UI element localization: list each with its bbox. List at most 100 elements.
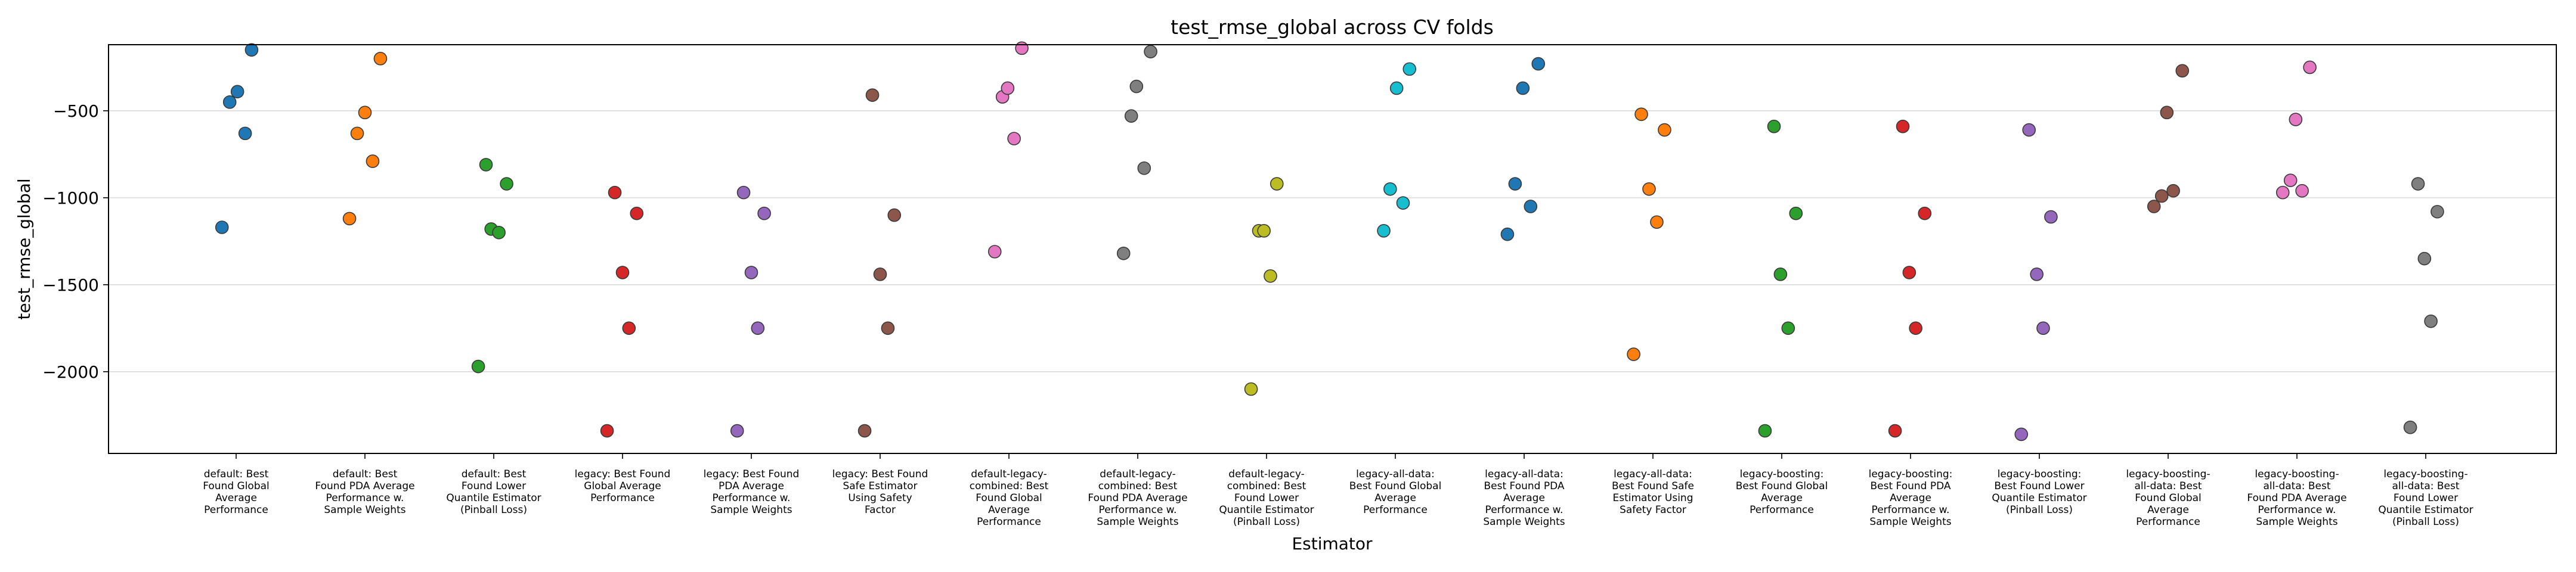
x-tick-label: legacy-all-data: Best Found Global Average… <box>1349 468 1442 516</box>
data-point <box>2417 251 2432 266</box>
data-point <box>2289 113 2303 126</box>
data-point <box>1015 41 1029 55</box>
x-tick-label: legacy: Best Found Global Average Performa… <box>575 468 671 504</box>
data-point <box>500 177 513 191</box>
x-tick-label: legacy-boosting-all-data: Best Found PDA … <box>2247 468 2346 528</box>
data-point <box>1767 119 1781 133</box>
data-point <box>2154 189 2169 203</box>
x-tick-label: legacy-boosting-all-data: Best Found Glob… <box>2126 468 2210 528</box>
data-point <box>366 154 380 168</box>
data-point <box>1516 81 1530 95</box>
x-tick-label: legacy-boosting: Best Found Global Average… <box>1736 468 1828 516</box>
x-tick-label: default-legacy-combined: Best Found Globa… <box>970 468 1049 528</box>
data-point <box>479 158 493 172</box>
data-point <box>1634 107 1648 122</box>
x-tick-label: legacy-boosting: Best Found Lower Quantile… <box>1992 468 2086 516</box>
data-point <box>730 424 744 438</box>
data-point <box>881 321 895 335</box>
data-point <box>1129 79 1144 94</box>
data-point <box>865 88 880 102</box>
x-tick-label: default: Best Found Lower Quantile Estimat… <box>446 468 541 516</box>
data-point <box>342 212 357 226</box>
data-point <box>358 105 372 120</box>
chart-title: test_rmse_global across CV folds <box>1171 15 1494 39</box>
data-point <box>1116 246 1131 260</box>
data-point <box>1773 268 1788 281</box>
y-tick-label: −500 <box>53 101 99 121</box>
data-point <box>230 85 244 99</box>
data-point <box>2295 184 2309 198</box>
data-point <box>622 321 636 335</box>
data-point <box>857 424 872 438</box>
x-tick-label: default-legacy-combined: Best Found PDA A… <box>1088 468 1187 528</box>
data-point <box>615 266 630 279</box>
data-point <box>1658 123 1671 137</box>
data-point <box>1758 424 1772 438</box>
data-point <box>350 126 364 141</box>
grid-lines <box>109 110 2556 372</box>
data-point <box>2403 420 2417 434</box>
data-point <box>2166 184 2180 198</box>
data-point <box>1524 200 1538 213</box>
data-point <box>2147 200 2161 213</box>
data-point <box>2424 314 2438 328</box>
y-axis: −2000 −1500 −1000 −500 <box>42 101 109 382</box>
data-point <box>1001 81 1015 95</box>
data-point <box>1896 119 1910 133</box>
data-point <box>1007 132 1021 145</box>
data-point <box>244 43 259 57</box>
x-axis-label: Estimator <box>1292 534 1373 554</box>
data-point <box>1144 45 1157 58</box>
y-tick-label: −2000 <box>42 362 99 382</box>
data-point <box>1244 382 1258 396</box>
x-tick-label: legacy-all-data: Best Found Safe Estimator… <box>1612 468 1694 516</box>
x-tick-label: legacy-boosting: Best Found PDA Average Per… <box>1869 468 1953 528</box>
data-point <box>1781 321 1795 335</box>
data-point <box>2014 427 2029 442</box>
data-point <box>1383 182 1397 196</box>
x-tick-label: default: Best Found Global Average Performa… <box>203 468 270 516</box>
y-axis-label: test_rmse_global <box>14 178 34 319</box>
x-tick-label: legacy: Best Found PDA Average Performance… <box>704 468 800 516</box>
data-point <box>222 95 237 109</box>
data-point <box>1508 177 1522 191</box>
data-point <box>600 424 614 438</box>
data-point <box>373 52 388 66</box>
data-point <box>1650 215 1664 229</box>
data-point <box>2283 173 2298 187</box>
data-point <box>1124 109 1138 123</box>
data-points <box>215 41 2444 442</box>
x-tick-label: legacy-boosting-all-data: Best Found Lowe… <box>2378 468 2473 528</box>
data-point <box>2160 105 2174 120</box>
data-point <box>1888 424 1902 438</box>
data-point <box>492 225 506 240</box>
y-tick-label: −1000 <box>42 188 99 208</box>
data-point <box>2030 268 2044 281</box>
data-point <box>1396 196 1410 210</box>
data-point <box>736 185 751 200</box>
data-point <box>1789 206 1803 220</box>
data-point <box>1377 224 1391 238</box>
data-point <box>751 321 765 335</box>
x-tick-label: default-legacy-combined: Best Found Lower… <box>1219 468 1314 528</box>
x-tick-label: legacy-all-data: Best Found PDA Average Per… <box>1483 468 1565 528</box>
data-point <box>1627 347 1640 361</box>
data-point <box>1918 206 1932 220</box>
data-point <box>2431 204 2444 219</box>
data-point <box>1909 321 1922 335</box>
data-point <box>630 206 644 220</box>
data-point <box>1902 266 1916 279</box>
data-point <box>2044 210 2058 224</box>
data-point <box>757 206 771 220</box>
y-tick-label: −1500 <box>42 275 99 295</box>
data-point <box>1531 57 1546 71</box>
data-point <box>744 266 758 279</box>
data-point <box>608 185 622 200</box>
data-point <box>1257 224 1271 238</box>
plot-frame <box>108 44 2557 454</box>
data-point <box>471 359 485 374</box>
data-point <box>2175 64 2190 78</box>
x-axis: default: Best Found Global Average Performa… <box>203 453 2473 528</box>
